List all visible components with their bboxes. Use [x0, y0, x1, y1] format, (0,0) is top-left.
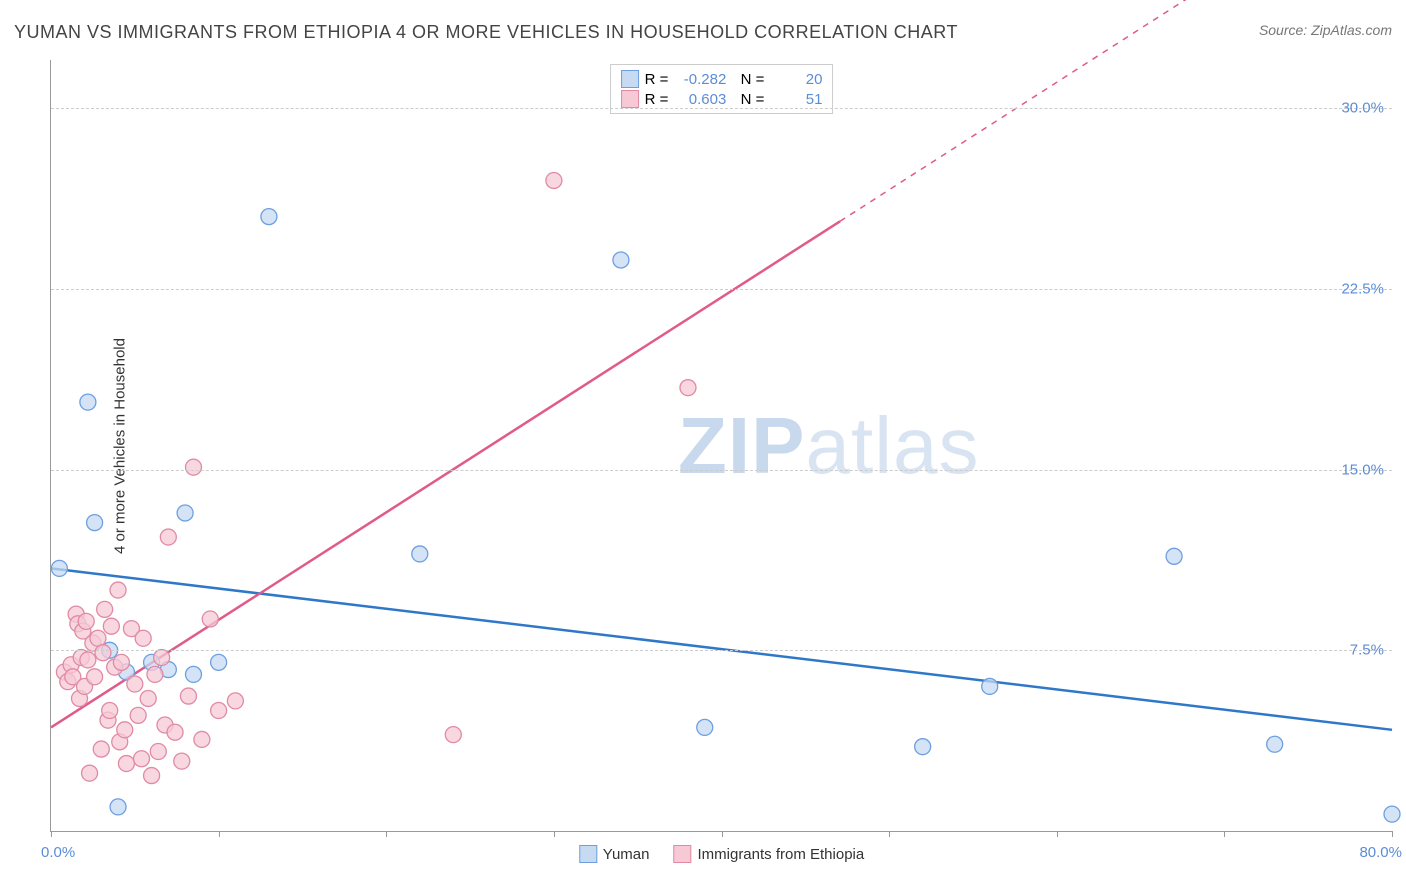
- data-point: [211, 654, 227, 670]
- data-point: [915, 739, 931, 755]
- legend-series-item: Immigrants from Ethiopia: [673, 845, 864, 863]
- data-point: [87, 669, 103, 685]
- legend-r-label: R =: [645, 91, 669, 108]
- y-tick-label: 30.0%: [1341, 100, 1384, 117]
- x-tick: [219, 831, 220, 837]
- x-tick: [554, 831, 555, 837]
- data-point: [118, 756, 134, 772]
- data-point: [127, 676, 143, 692]
- legend-series-label: Yuman: [603, 846, 650, 863]
- y-tick-label: 22.5%: [1341, 280, 1384, 297]
- x-tick: [889, 831, 890, 837]
- gridline: [51, 108, 1392, 109]
- y-tick-label: 15.0%: [1341, 461, 1384, 478]
- x-tick: [386, 831, 387, 837]
- data-point: [1166, 548, 1182, 564]
- data-point: [78, 613, 94, 629]
- data-point: [140, 690, 156, 706]
- data-point: [154, 650, 170, 666]
- legend-series-item: Yuman: [579, 845, 650, 863]
- x-tick: [722, 831, 723, 837]
- data-point: [167, 724, 183, 740]
- data-point: [102, 703, 118, 719]
- data-point: [982, 678, 998, 694]
- legend-swatch: [621, 90, 639, 108]
- data-point: [144, 768, 160, 784]
- data-point: [160, 529, 176, 545]
- legend-swatch: [621, 70, 639, 88]
- data-point: [227, 693, 243, 709]
- data-point: [117, 722, 133, 738]
- legend-swatch: [579, 845, 597, 863]
- legend-n-value: 51: [770, 91, 822, 108]
- data-point: [211, 703, 227, 719]
- legend-correlation-row: R = -0.282 N = 20: [621, 69, 823, 89]
- legend-series-label: Immigrants from Ethiopia: [697, 846, 864, 863]
- data-point: [110, 582, 126, 598]
- gridline: [51, 289, 1392, 290]
- data-point: [412, 546, 428, 562]
- legend-n-value: 20: [770, 71, 822, 88]
- data-point: [546, 172, 562, 188]
- data-point: [80, 652, 96, 668]
- legend-r-label: R =: [645, 71, 669, 88]
- data-point: [90, 630, 106, 646]
- gridline: [51, 650, 1392, 651]
- data-point: [202, 611, 218, 627]
- data-point: [103, 618, 119, 634]
- data-point: [95, 645, 111, 661]
- data-point: [134, 751, 150, 767]
- legend-n-label: N =: [732, 71, 764, 88]
- legend-series: Yuman Immigrants from Ethiopia: [579, 845, 864, 863]
- data-point: [93, 741, 109, 757]
- data-point: [82, 765, 98, 781]
- data-point: [185, 666, 201, 682]
- data-point: [185, 459, 201, 475]
- data-point: [261, 209, 277, 225]
- legend-correlation-row: R = 0.603 N = 51: [621, 89, 823, 109]
- data-point: [445, 727, 461, 743]
- data-point: [113, 654, 129, 670]
- data-point: [613, 252, 629, 268]
- x-tick: [51, 831, 52, 837]
- data-point: [680, 380, 696, 396]
- y-tick-label: 7.5%: [1350, 642, 1384, 659]
- legend-swatch: [673, 845, 691, 863]
- data-point: [110, 799, 126, 815]
- legend-n-label: N =: [732, 91, 764, 108]
- data-point: [177, 505, 193, 521]
- data-point: [147, 666, 163, 682]
- data-point: [174, 753, 190, 769]
- data-point: [150, 743, 166, 759]
- data-point: [51, 560, 67, 576]
- legend-r-value: 0.603: [674, 91, 726, 108]
- x-tick: [1392, 831, 1393, 837]
- data-point: [1384, 806, 1400, 822]
- data-point: [87, 515, 103, 531]
- data-point: [194, 731, 210, 747]
- data-point: [180, 688, 196, 704]
- legend-r-value: -0.282: [674, 71, 726, 88]
- data-point: [1267, 736, 1283, 752]
- trend-line: [51, 568, 1392, 729]
- data-point: [130, 707, 146, 723]
- source-label: Source: ZipAtlas.com: [1259, 22, 1392, 38]
- data-point: [97, 601, 113, 617]
- x-axis-max-label: 80.0%: [1359, 844, 1402, 861]
- data-point: [697, 719, 713, 735]
- x-axis-min-label: 0.0%: [41, 844, 75, 861]
- plot-area: ZIPatlas R = -0.282 N = 20R = 0.603 N = …: [50, 60, 1392, 832]
- legend-correlation: R = -0.282 N = 20R = 0.603 N = 51: [610, 64, 834, 114]
- x-tick: [1057, 831, 1058, 837]
- data-point: [135, 630, 151, 646]
- chart-title: YUMAN VS IMMIGRANTS FROM ETHIOPIA 4 OR M…: [14, 22, 958, 43]
- trend-line: [51, 221, 840, 727]
- data-point: [80, 394, 96, 410]
- x-tick: [1224, 831, 1225, 837]
- gridline: [51, 470, 1392, 471]
- scatter-svg: [51, 60, 1392, 831]
